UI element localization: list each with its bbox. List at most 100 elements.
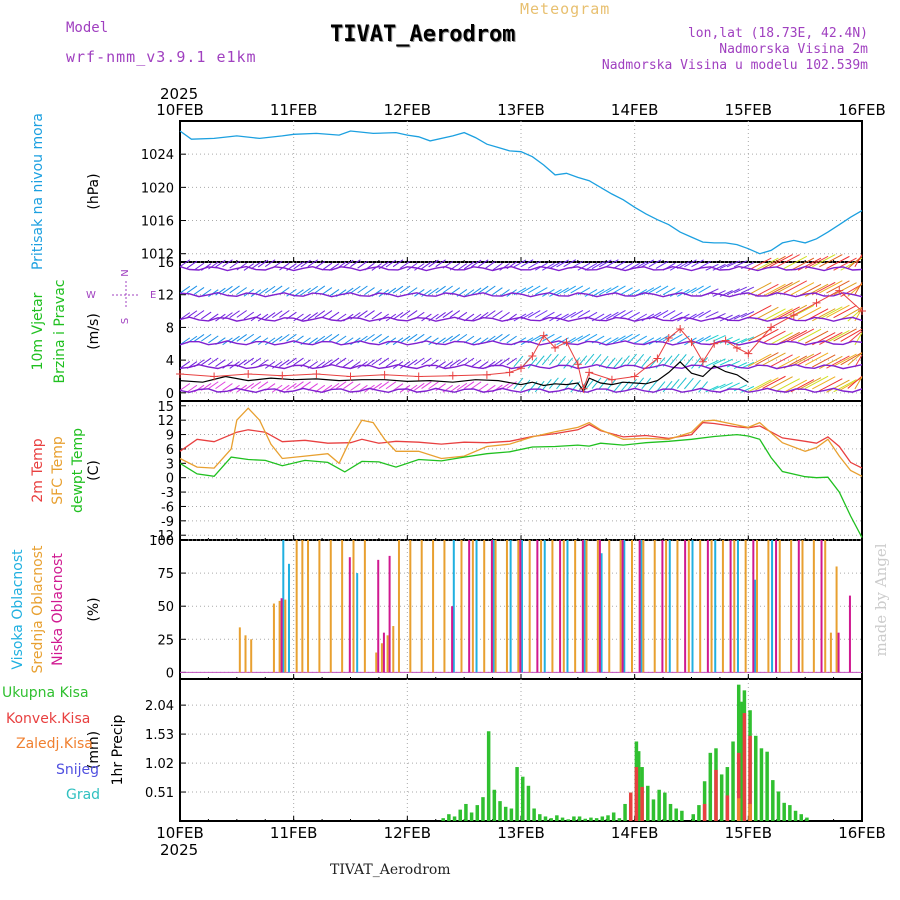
wind-barb	[748, 353, 772, 367]
total-precip-bar	[481, 797, 485, 821]
y-tick-label: -12	[153, 529, 174, 544]
wind-barb	[314, 285, 326, 294]
total-precip-bar	[566, 819, 570, 821]
y-tick-label: 6	[166, 443, 174, 458]
wind-barb	[392, 383, 404, 391]
mid-cloud-bar	[505, 540, 508, 673]
wind-barb	[684, 377, 694, 390]
low-cloud-bar	[581, 540, 584, 673]
y-tick-label: 1.02	[145, 757, 174, 772]
wind-barb	[655, 261, 669, 269]
wind-barb	[826, 304, 850, 318]
total-precip-bar	[668, 803, 673, 821]
wind-gust-marker	[630, 372, 639, 381]
wind-barb	[527, 357, 538, 369]
total-precip-bar	[740, 701, 744, 821]
wind-barb	[804, 352, 829, 366]
mid-cloud-bar	[244, 635, 247, 673]
wind-barb	[620, 287, 633, 296]
total-precip-bar	[600, 816, 605, 821]
wind-barb	[357, 310, 368, 318]
wind-barb	[584, 353, 595, 366]
station-title: TIVAT_Aerodrom	[330, 22, 516, 47]
wind-barb	[343, 259, 354, 268]
mid-cloud-bar	[687, 540, 690, 673]
high-cloud-ylabel: Visoka Oblacnost	[10, 549, 26, 670]
wind-barb	[336, 381, 347, 389]
wind-barb	[854, 282, 863, 295]
high-cloud-bar	[668, 540, 671, 673]
mid-cloud-bar	[329, 540, 332, 673]
temp-2m-line	[179, 421, 863, 469]
wind-barb	[357, 260, 368, 269]
mid-cloud-bar	[238, 627, 241, 673]
mid-cloud-bar	[835, 566, 838, 673]
mid-cloud-bar	[250, 639, 253, 673]
wind-gust-marker	[789, 311, 798, 320]
wind-barb	[478, 285, 489, 294]
high-cloud-bar	[583, 540, 586, 673]
wind-barb	[783, 330, 808, 344]
wind-barb	[328, 333, 340, 342]
wind-barb	[328, 357, 340, 366]
wind-barb	[236, 333, 247, 342]
wind-barb	[243, 357, 255, 366]
wind-barb	[819, 254, 843, 268]
total-precip-bar	[503, 806, 508, 821]
wind-barb	[201, 311, 212, 320]
wind-barb	[307, 259, 318, 268]
wind-barb	[854, 254, 863, 268]
wind-barb	[222, 285, 233, 294]
wind-barb	[456, 382, 468, 391]
low-cloud-bar	[797, 540, 800, 673]
wind-barb	[783, 304, 808, 318]
wind-barb	[684, 287, 697, 296]
wind-barb	[520, 285, 534, 294]
wind-barb	[279, 359, 290, 368]
wind-barb	[463, 381, 475, 389]
total-precip-bar	[651, 799, 656, 821]
wind-barb	[336, 357, 347, 366]
mid-cloud-bar	[778, 540, 781, 673]
wind-barb	[286, 288, 297, 297]
total-precip-bar	[754, 735, 758, 821]
y-tick-label: 4	[166, 354, 174, 369]
total-precip-bar	[577, 816, 582, 821]
mid-cloud-bar	[665, 540, 668, 673]
total-precip-bar	[719, 774, 724, 821]
total-precip-bar	[458, 809, 462, 821]
wind-barb	[613, 285, 626, 294]
wind-barb	[662, 380, 673, 393]
wind-barb	[272, 285, 283, 294]
wind-barb	[833, 328, 857, 342]
wind-gust-marker	[244, 370, 253, 379]
wind-barb	[215, 359, 226, 368]
wind-barb	[257, 381, 269, 390]
wind-barb	[726, 382, 740, 390]
wind-barb	[762, 283, 786, 297]
top-date-label: 15FEB	[725, 101, 772, 119]
total-precip-bar	[702, 781, 707, 821]
total-precip-bar	[611, 812, 616, 821]
low-cloud-bar	[684, 540, 687, 673]
low-cloud-bar	[536, 540, 539, 673]
high-cloud-bar	[623, 540, 626, 673]
wind-barb	[257, 287, 269, 296]
wind-barb	[286, 382, 297, 391]
wind-barb	[392, 285, 404, 294]
wind-barb	[655, 310, 669, 318]
panel-pressure: 1012 1016 1020 1024 (hPa)	[86, 120, 863, 263]
precip-legend-item: Snijeg	[56, 762, 99, 778]
wind-barb	[378, 313, 390, 322]
wind-barb	[328, 311, 340, 320]
wind-barb	[776, 355, 800, 369]
mid-cloud-bar	[676, 540, 679, 673]
wind-barb	[421, 261, 432, 270]
wind-barb	[563, 357, 574, 369]
wind-barb	[804, 375, 829, 389]
frozen-precip-bar	[748, 803, 752, 821]
wind-barb	[456, 333, 468, 342]
dewpt-ylabel: dewpt Temp	[70, 428, 86, 513]
wind-barb	[527, 260, 541, 269]
total-precip-bar	[725, 767, 730, 821]
